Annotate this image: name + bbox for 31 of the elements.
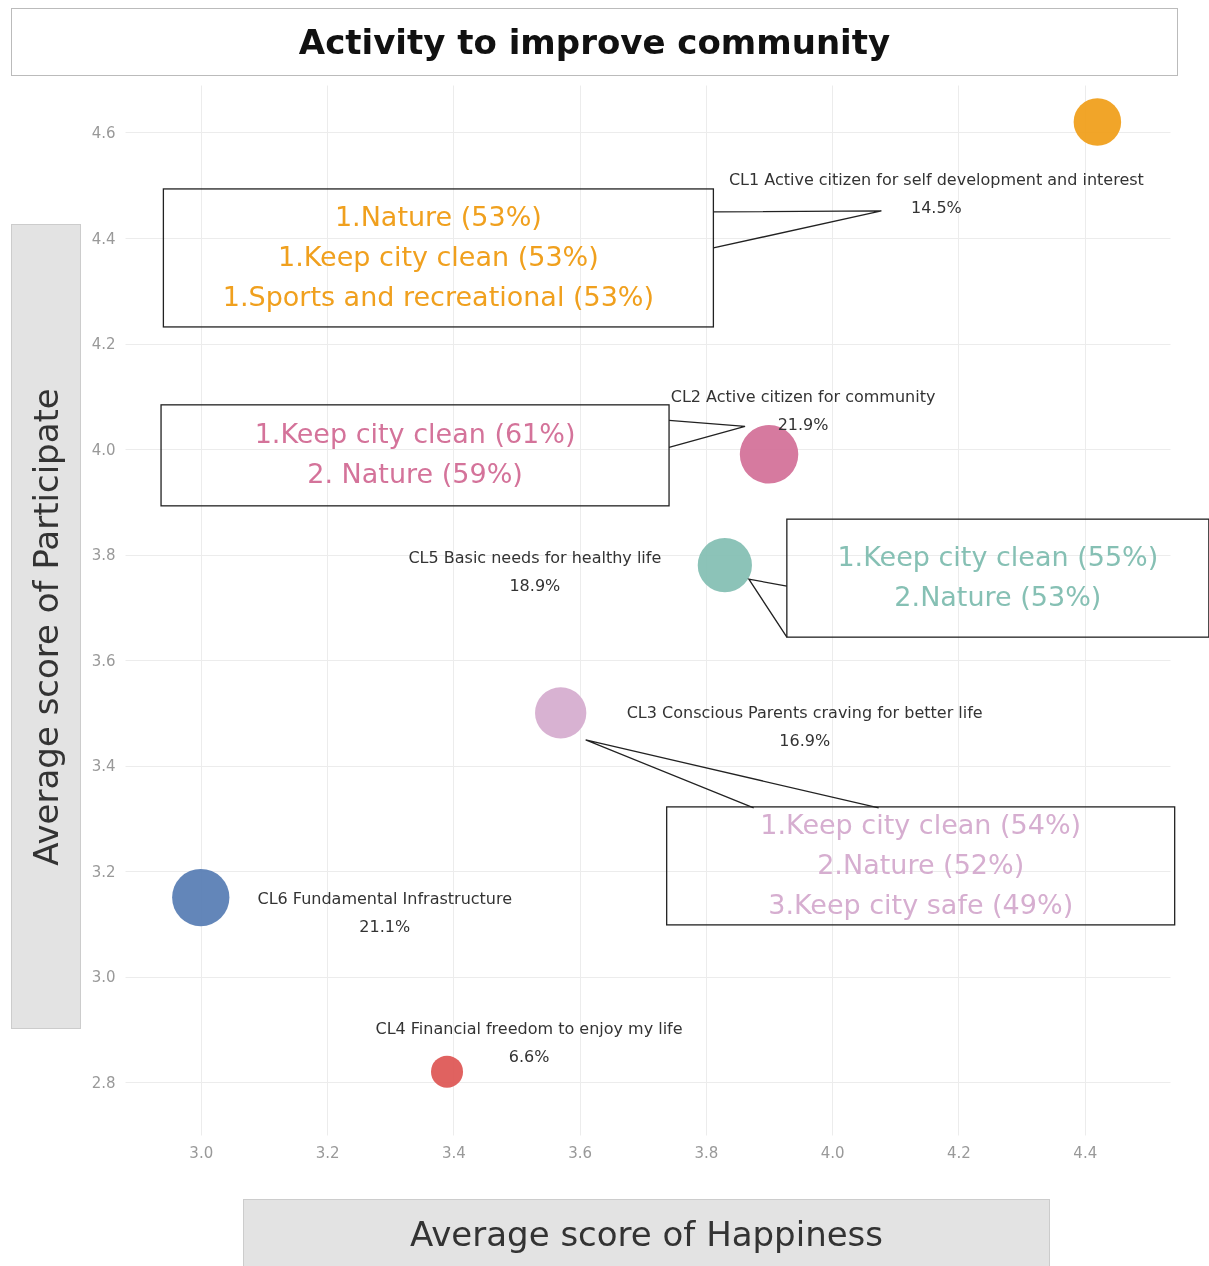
annotation: CL4 Financial freedom to enjoy my life 6.6% [375,1018,683,1066]
annotation: 1.Keep city clean (61%) 2. Nature (59%) [254,418,576,490]
x-tick-label: 4.0 [820,1143,845,1162]
y-tick-label: 3.8 [91,546,116,565]
annotation: CL1 Active citizen for self development and interest 14.5% [728,169,1144,217]
x-tick-label: 3.4 [441,1143,466,1162]
y-tick-label: 4.0 [91,440,116,459]
x-axis-title: Average score of Happiness [243,1199,1050,1266]
x-tick-label: 3.8 [694,1143,719,1162]
y-tick-label: 3.4 [91,757,116,776]
annotation: CL2 Active citizen for community 21.9% [670,387,936,435]
y-axis-title: Average score of Participate [26,387,66,866]
x-tick-label: 3.6 [568,1143,593,1162]
annotation: CL3 Conscious Parents craving for better life 16.9% [626,702,983,750]
annotation: CL6 Fundamental Infrastructure 21.1% [257,888,513,936]
x-tick-label: 3.0 [189,1143,214,1162]
y-tick-label: 3.6 [91,651,116,670]
y-tick-label: 4.6 [91,123,116,142]
y-tick-label: 3.0 [91,968,116,987]
x-tick-label: 4.2 [947,1143,971,1162]
x-tick-label: 3.2 [315,1143,340,1162]
annotation: 1.Keep city clean (55%) 2.Nature (53%) [837,541,1159,613]
y-tick-label: 3.2 [91,862,116,881]
annotation: CL5 Basic needs for healthy life 18.9% [408,548,662,596]
annotation: 1.Keep city clean (54%) 2.Nature (52%) 3.Keep city safe (49%) [760,808,1082,920]
annotation: 1.Nature (53%) 1.Keep city clean (53%) 1.Sports and recreational (53%) [222,200,655,312]
chart-title: Activity to improve community [11,8,1178,76]
x-tick-label: 4.4 [1073,1143,1098,1162]
y-tick-label: 2.8 [91,1073,116,1092]
y-tick-label: 4.2 [91,335,116,354]
y-tick-label: 4.4 [91,229,116,248]
